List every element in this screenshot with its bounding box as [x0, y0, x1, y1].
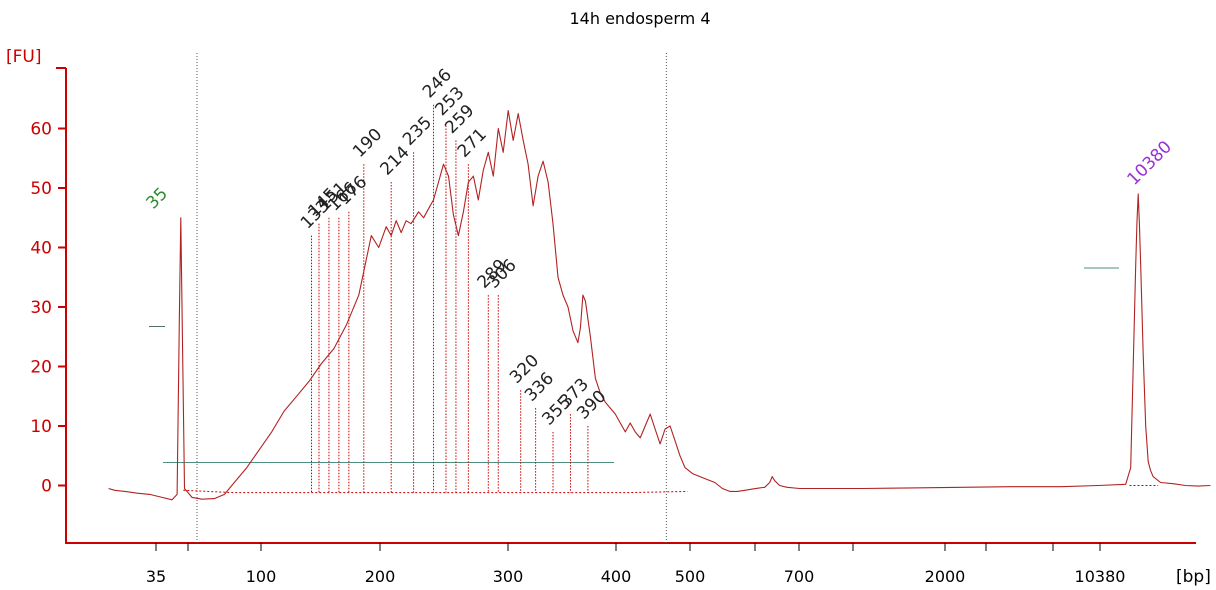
y-tick-label: 20 [30, 358, 52, 378]
electropherogram-trace [108, 110, 1211, 501]
chart-title: 14h endosperm 4 [570, 9, 711, 28]
y-tick-label: 10 [30, 417, 52, 437]
x-tick-label: 700 [784, 567, 815, 586]
peak-label: 235 [399, 113, 436, 150]
peak-baseline [183, 489, 688, 494]
y-tick-label: 40 [30, 239, 52, 259]
peak-label: 190 [349, 125, 386, 162]
plot-area: 0 10 20 30 40 50 60 35 100 200 300 400 500 700 2000 103… [30, 53, 1211, 586]
x-tick-label: 400 [601, 567, 632, 586]
marker-label: 35 [143, 184, 172, 213]
y-tick-label: 60 [30, 120, 52, 140]
x-tick-label: 100 [246, 567, 277, 586]
x-tick-label: 300 [493, 567, 524, 586]
x-axis-label: [bp] [1176, 567, 1211, 587]
x-tick-label: 200 [365, 567, 396, 586]
y-tick-label: 0 [41, 477, 52, 497]
y-tick-label: 50 [30, 179, 52, 199]
y-axis-label: [FU] [6, 47, 42, 67]
x-tick-label: 500 [675, 567, 706, 586]
x-tick-label: 2000 [925, 567, 966, 586]
marker-label: 10380 [1124, 137, 1176, 189]
peak-label: 214 [377, 142, 414, 179]
y-tick-label: 30 [30, 298, 52, 318]
x-tick-label: 35 [146, 567, 166, 586]
x-tick-label: 10380 [1075, 567, 1126, 586]
